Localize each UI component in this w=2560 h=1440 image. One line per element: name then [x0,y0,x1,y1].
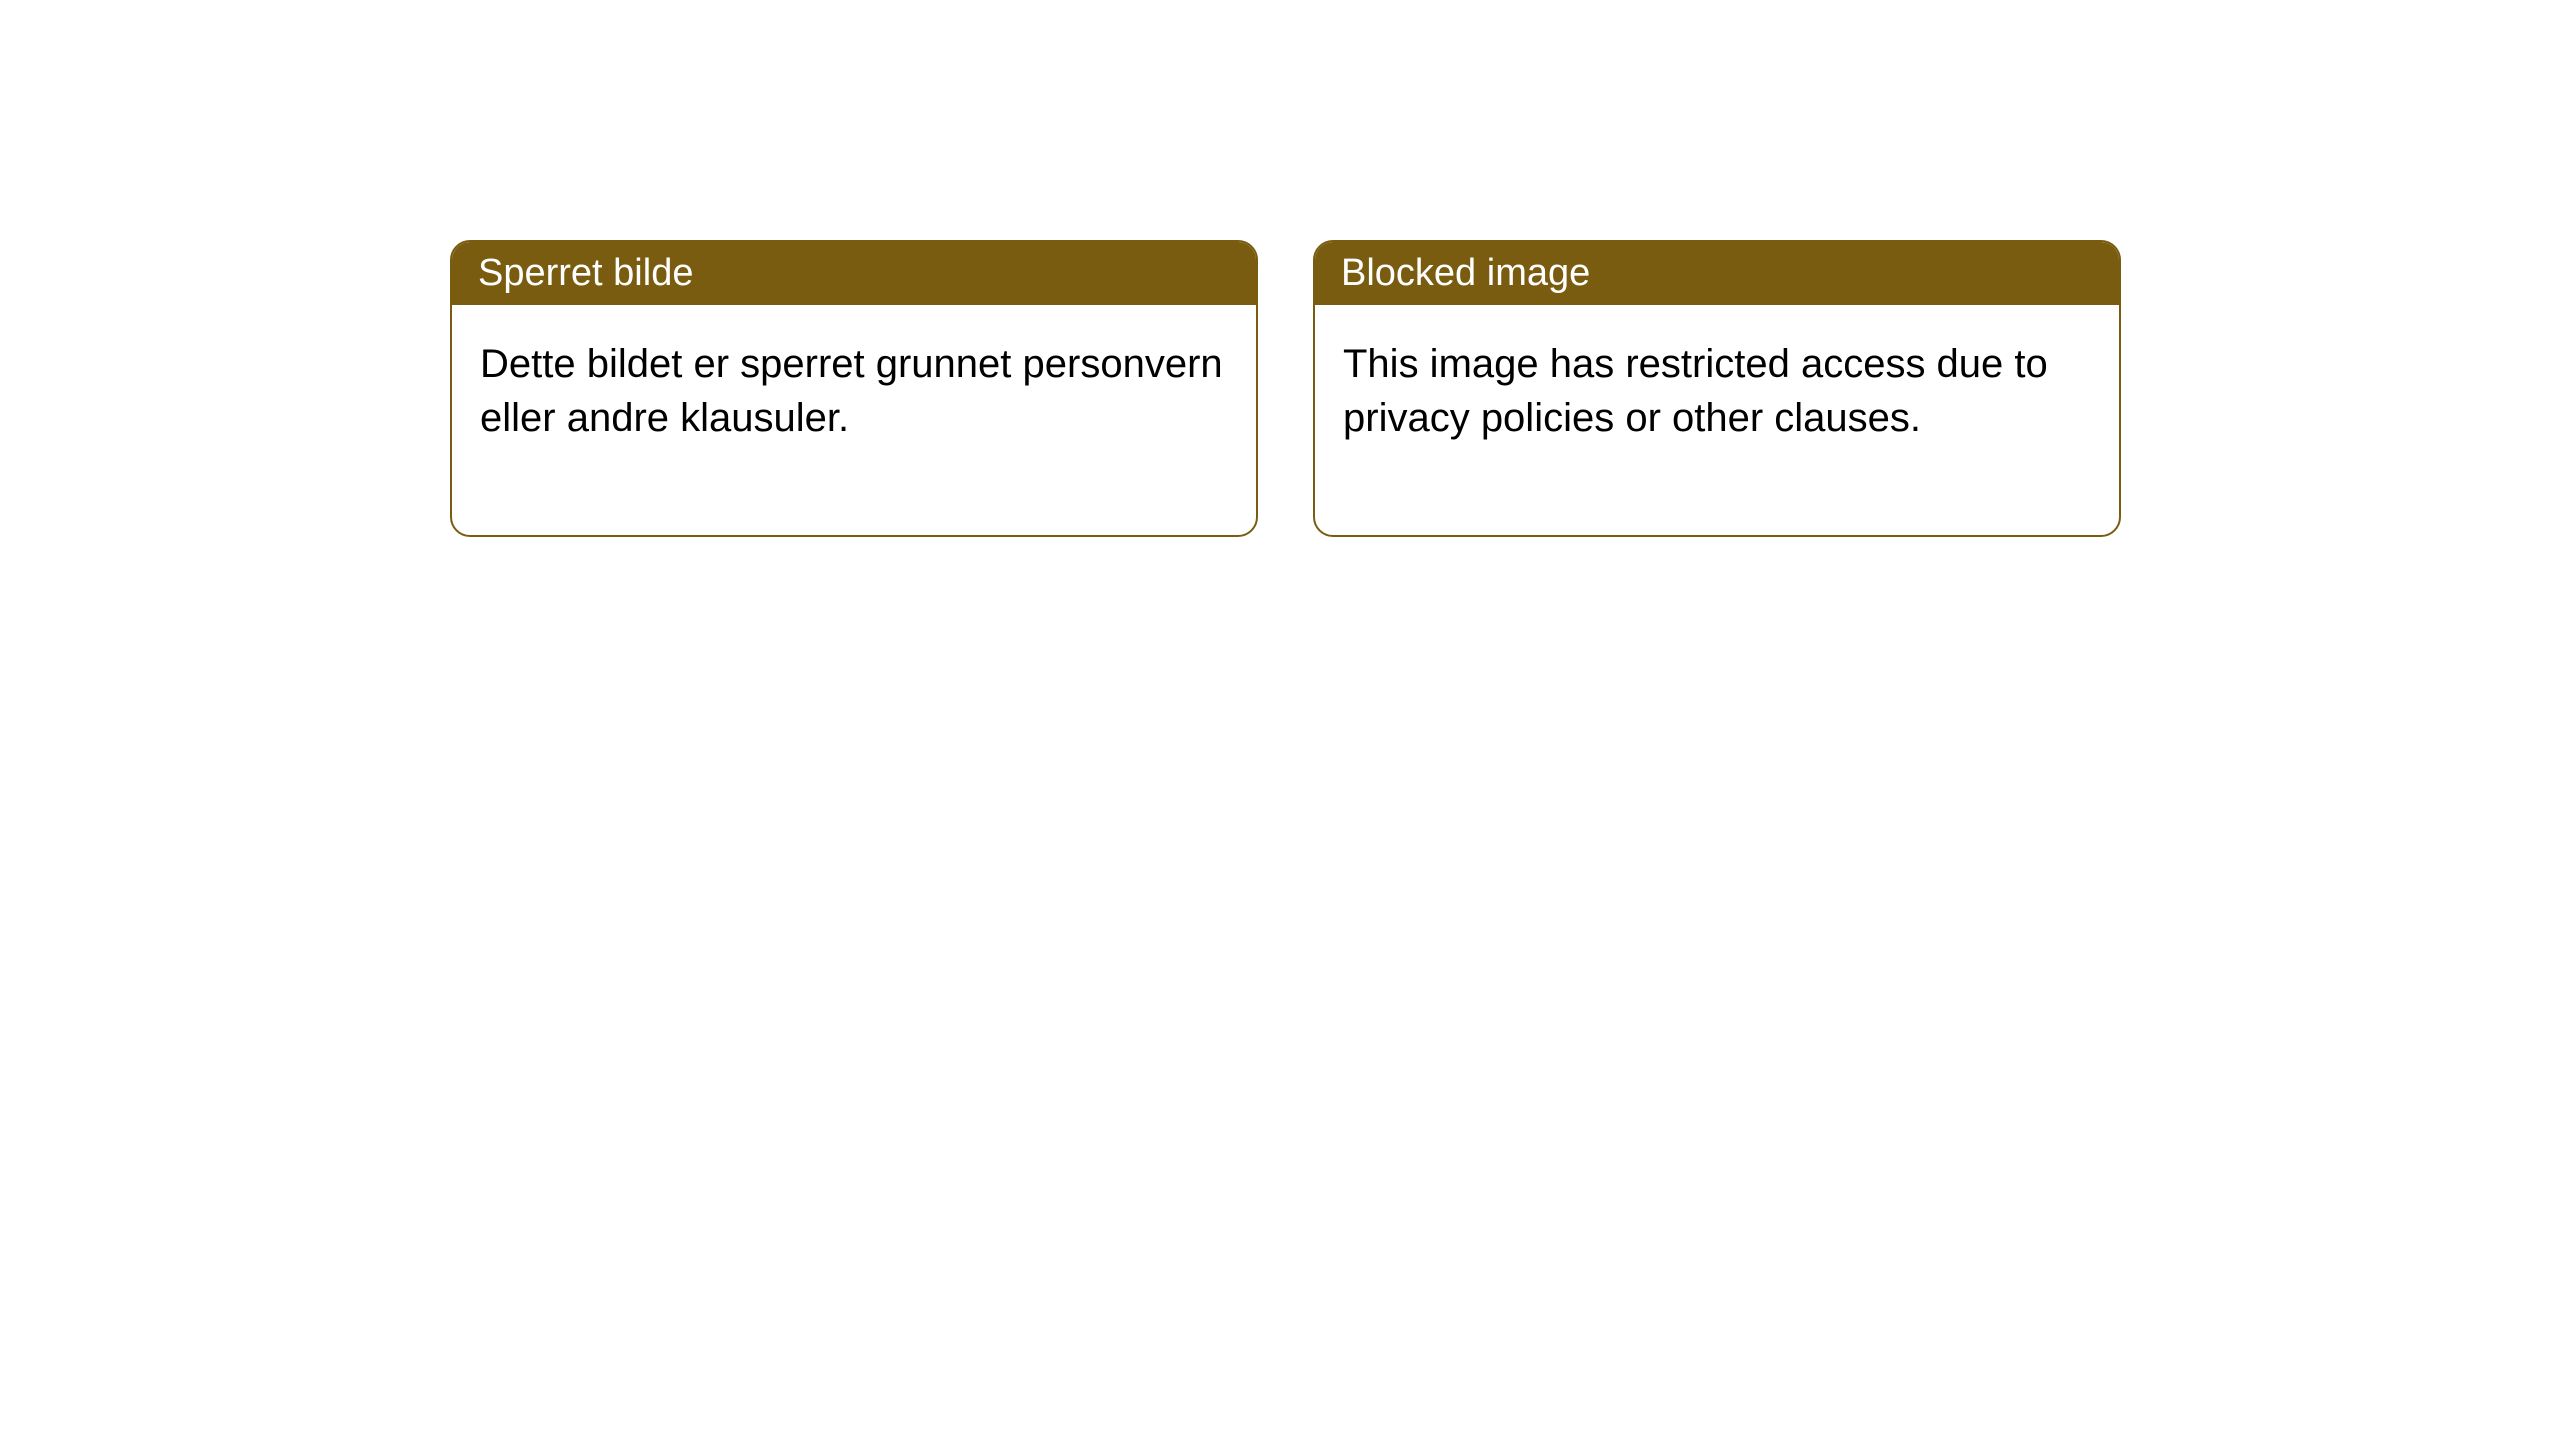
card-body-norwegian: Dette bildet er sperret grunnet personve… [452,305,1256,535]
card-title-english: Blocked image [1315,242,2119,305]
card-norwegian: Sperret bilde Dette bildet er sperret gr… [450,240,1258,537]
blocked-image-cards: Sperret bilde Dette bildet er sperret gr… [450,240,2121,537]
card-body-english: This image has restricted access due to … [1315,305,2119,535]
card-title-norwegian: Sperret bilde [452,242,1256,305]
card-english: Blocked image This image has restricted … [1313,240,2121,537]
